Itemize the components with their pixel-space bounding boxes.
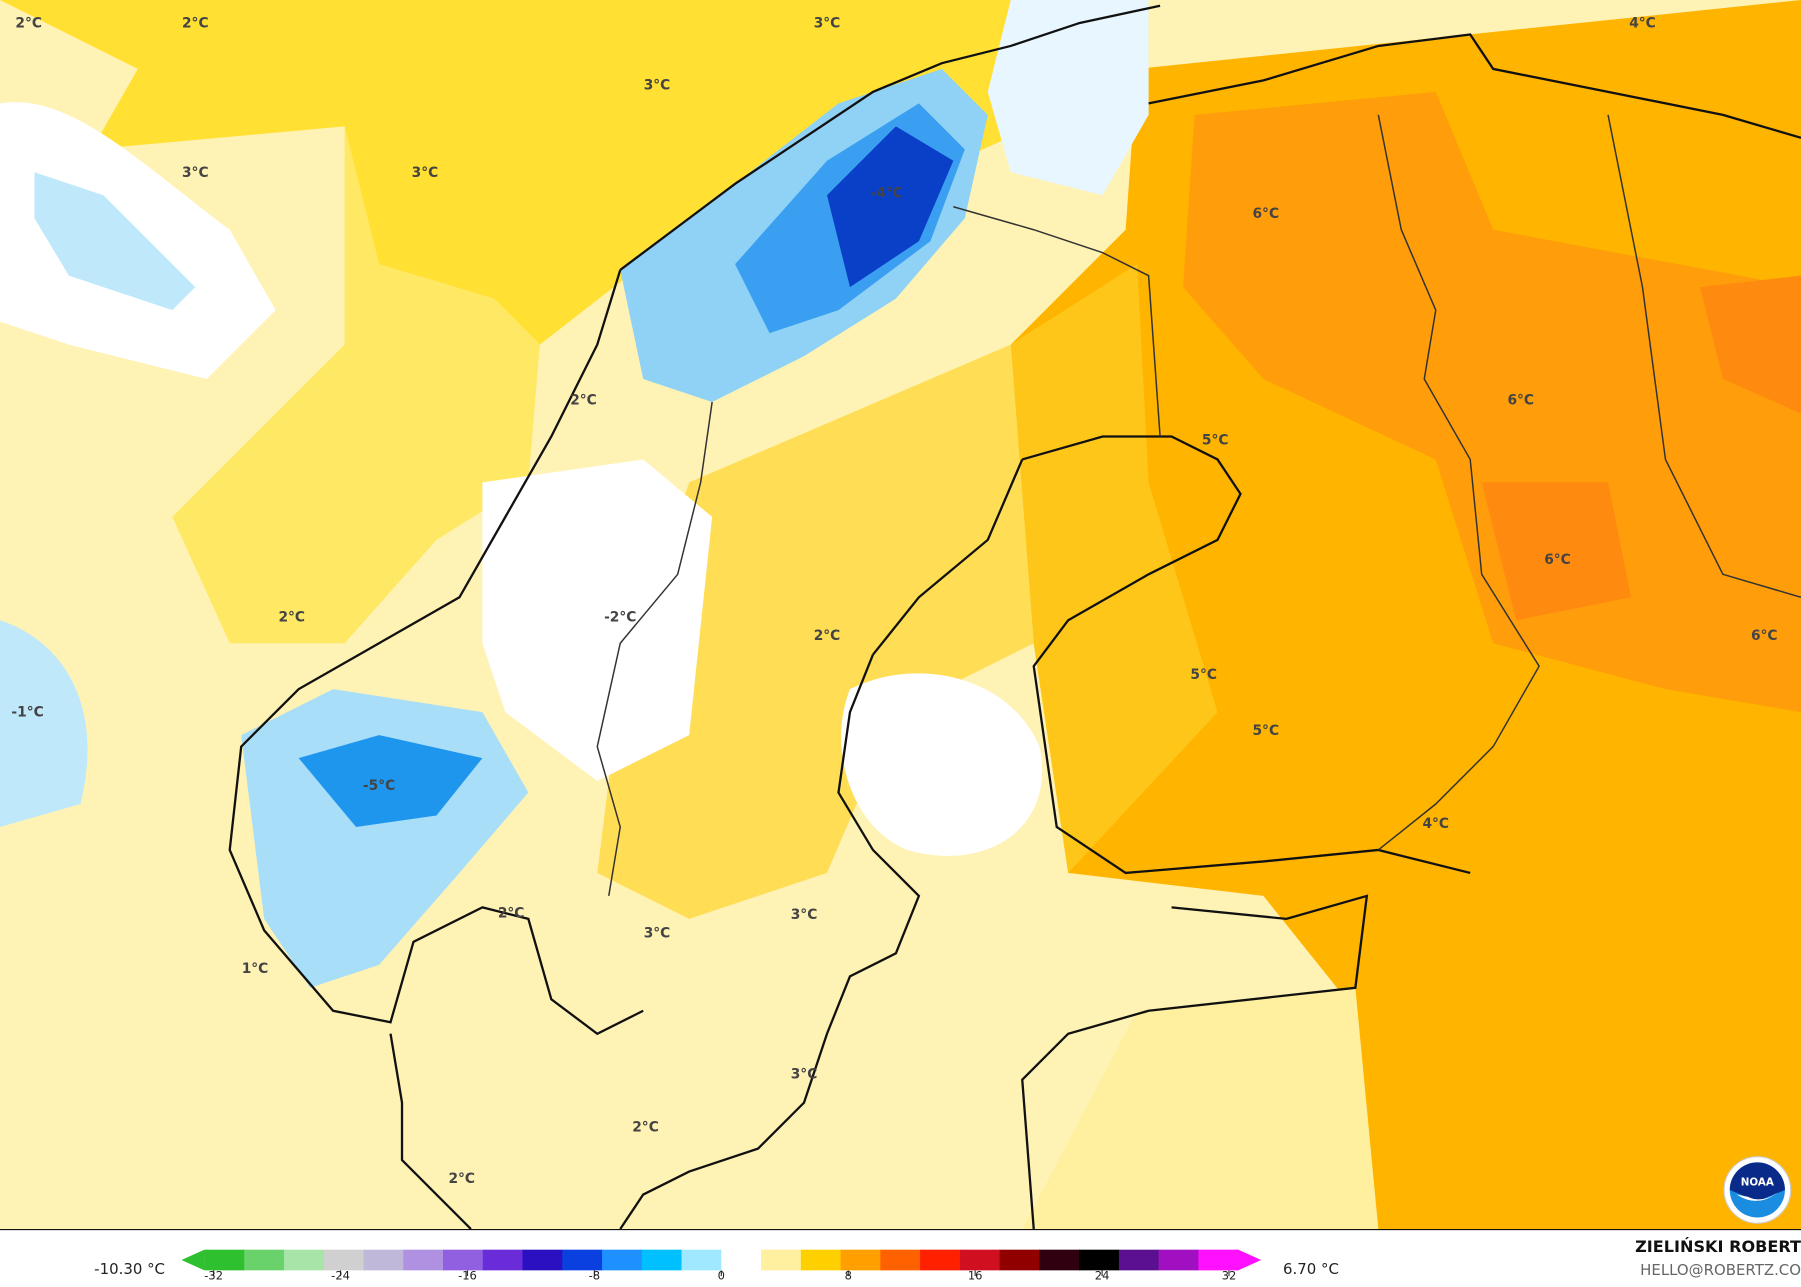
colorbar-swatch — [1118, 1249, 1160, 1271]
borders — [596, 114, 1801, 897]
contour-label: 3°C — [411, 164, 439, 181]
colorbar-swatch — [761, 1249, 802, 1271]
coastlines — [228, 4, 1801, 1230]
contour-label: 2°C — [813, 627, 841, 644]
contour-label: 5°C — [1252, 722, 1280, 739]
colorbar-swatch — [482, 1249, 524, 1271]
max-value-label: 6.70 °C — [1282, 1261, 1339, 1279]
colorbar-swatch — [323, 1249, 365, 1271]
colorbar-tick-label: -16 — [458, 1270, 477, 1283]
colorbar-tick-label: -32 — [204, 1270, 224, 1283]
colorbar-swatch — [1158, 1249, 1200, 1271]
colorbar-swatch — [920, 1249, 961, 1271]
colorbar-tick-label: 16 — [967, 1270, 983, 1283]
colorbar-tick-label: 8 — [844, 1270, 852, 1283]
contour-label: 6°C — [1252, 205, 1280, 222]
colorbar-swatch — [959, 1249, 1001, 1271]
colorbar-swatch — [204, 1249, 245, 1271]
noaa-logo: NOAA — [1723, 1156, 1792, 1224]
contour-label: 3°C — [643, 76, 671, 94]
contour-label: 5°C — [1190, 666, 1218, 683]
contour-label: -5°C — [362, 777, 396, 794]
contour-label: -2°C — [604, 608, 637, 625]
colorbar-swatch — [999, 1249, 1040, 1271]
contour-label: 3°C — [813, 14, 841, 32]
colorbar-tick-label: 32 — [1221, 1270, 1237, 1283]
colorbar-max-arrow — [1238, 1249, 1262, 1271]
colorbar-swatch — [840, 1249, 881, 1271]
author-email: HELLO@ROBERTZ.CO — [1640, 1262, 1801, 1280]
yellow-north-field — [0, 0, 1149, 345]
contour-label: 2°C — [181, 14, 209, 32]
contour-label: 4°C — [1629, 14, 1656, 32]
contour-label: 2°C — [632, 1118, 659, 1135]
colorbar-swatch — [283, 1249, 325, 1271]
temperature-map: 2°C 2°C 3°C 3°C 4°C 3°C 3°C -4°C 6°C 2°C 6°C 5°C 6°C… — [0, 0, 1801, 1231]
colorbar-tick-label: -8 — [588, 1270, 601, 1283]
colorbar-tick-label: -24 — [331, 1270, 350, 1283]
colorbar-swatch — [522, 1249, 563, 1271]
colorbar-swatch — [721, 1249, 762, 1271]
colorbar-legend — [0, 1231, 1801, 1286]
colorbar-swatch — [681, 1249, 722, 1271]
colorbar-swatch — [1198, 1249, 1239, 1271]
contour-label: 2°C — [497, 905, 525, 922]
contour-label: 1°C — [241, 960, 269, 977]
colorbar-swatch — [800, 1249, 842, 1271]
contour-label: 2°C — [15, 14, 43, 32]
contour-label: 6°C — [1544, 551, 1571, 568]
colorbar-swatch — [880, 1249, 921, 1271]
contour-label: -1°C — [11, 704, 44, 721]
white-bothnia — [841, 673, 1043, 856]
colorbar-swatch — [562, 1249, 603, 1271]
contour-label: 3°C — [790, 1065, 818, 1082]
contour-label: 3°C — [790, 906, 818, 923]
author-credit: ZIELIŃSKI ROBERT — [1635, 1238, 1801, 1257]
temperature-field — [0, 0, 1801, 1230]
colorbar — [181, 1249, 1262, 1277]
colorbar-swatch — [443, 1249, 484, 1271]
contour-label: -4°C — [870, 184, 903, 202]
colorbar-swatch — [641, 1249, 683, 1271]
colorbar-swatch — [1079, 1249, 1120, 1271]
svg-text:NOAA: NOAA — [1741, 1176, 1774, 1188]
contour-label: 3°C — [181, 164, 209, 181]
contour-label: 6°C — [1750, 627, 1778, 644]
contour-label: 2°C — [570, 391, 597, 408]
colorbar-swatch — [1039, 1249, 1080, 1271]
colorbar-swatch — [363, 1249, 404, 1271]
contour-label: 3°C — [643, 924, 671, 941]
colorbar-swatch — [244, 1249, 285, 1271]
contour-label: 6°C — [1507, 391, 1535, 408]
colorbar-tick-label: 24 — [1094, 1270, 1110, 1283]
contour-label: 5°C — [1201, 431, 1229, 448]
colorbar-swatch — [403, 1249, 444, 1271]
contour-label: 2°C — [448, 1170, 476, 1187]
contour-label: 4°C — [1422, 815, 1450, 832]
colorbar-tick-label: 0 — [717, 1270, 725, 1283]
min-value-label: -10.30 °C — [94, 1261, 165, 1279]
colorbar-min-arrow — [181, 1249, 205, 1271]
contour-label: 2°C — [278, 608, 306, 625]
colorbar-swatch — [602, 1249, 643, 1271]
